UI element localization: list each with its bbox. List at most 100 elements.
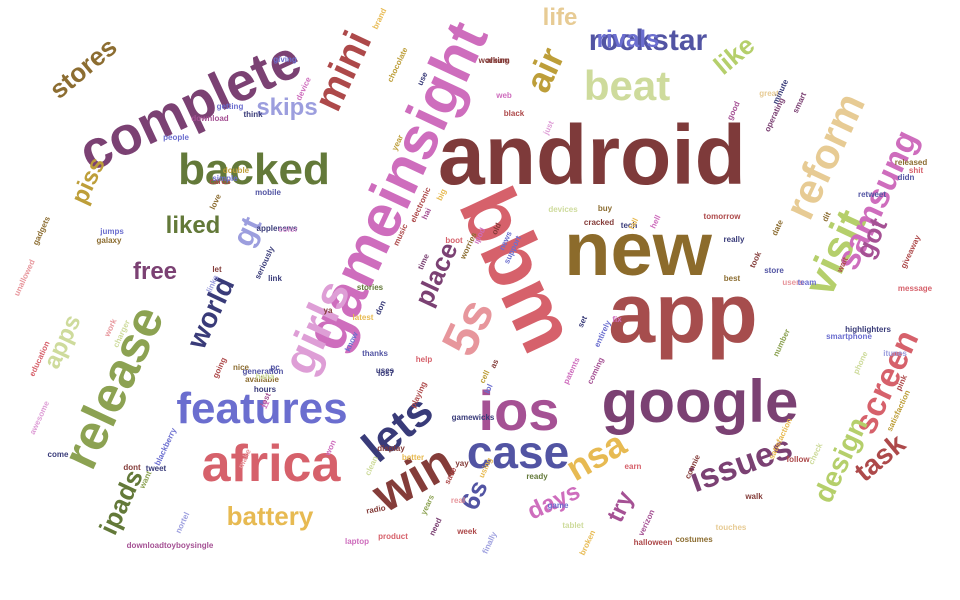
word-120: best xyxy=(723,274,741,283)
word-160: as xyxy=(488,357,501,370)
word-22: rockstar xyxy=(588,24,708,57)
word-112: retweet xyxy=(857,190,887,199)
word-162: real xyxy=(450,496,466,505)
word-82: tweet xyxy=(145,464,167,473)
word-48: costumes xyxy=(675,535,713,544)
word-105: ready xyxy=(526,472,548,481)
word-130: come xyxy=(47,450,69,459)
word-157: ios7 xyxy=(377,369,395,378)
word-29: battery xyxy=(226,501,314,531)
word-147: earn xyxy=(624,462,642,471)
word-78: people xyxy=(163,133,189,142)
word-104: color xyxy=(278,225,298,234)
word-113: smart xyxy=(790,91,809,115)
word-38: rivals xyxy=(596,26,660,53)
word-44: free xyxy=(132,258,178,285)
word-62: chocolate xyxy=(385,45,410,84)
word-116: users xyxy=(782,278,804,287)
word-81: nortel xyxy=(173,510,192,535)
word-54: laptop xyxy=(345,537,369,546)
word-117: team xyxy=(797,278,817,287)
word-88: available xyxy=(245,375,279,384)
word-50: tablet xyxy=(562,521,584,530)
word-96: verizon xyxy=(636,508,657,538)
word-87: generation xyxy=(242,367,284,376)
word-155: walk xyxy=(745,492,763,501)
word-80: blackberry xyxy=(152,426,179,468)
word-20: beat xyxy=(583,62,671,109)
word-73: cracked xyxy=(583,218,615,227)
word-58: awesome xyxy=(27,399,52,437)
word-165: boot xyxy=(445,236,463,245)
word-83: display xyxy=(377,444,405,453)
word-101: galaxy xyxy=(96,236,122,245)
word-67: message xyxy=(897,284,933,293)
word-77: download xyxy=(191,114,229,123)
word-41: piss xyxy=(66,153,111,209)
word-139: uses xyxy=(375,366,395,375)
word-49: touches xyxy=(715,523,747,532)
word-52: week xyxy=(457,527,477,536)
word-114: great xyxy=(759,89,779,98)
word-97: working xyxy=(478,56,510,65)
word-102: jumps xyxy=(100,227,124,236)
word-19: mini xyxy=(305,24,381,118)
word-2: new xyxy=(564,207,712,292)
word-127: simple xyxy=(212,174,238,183)
word-136: hours xyxy=(253,385,277,394)
word-65: smartphone xyxy=(826,332,872,341)
word-109: follow xyxy=(786,455,810,464)
word-145: fix xyxy=(612,315,622,324)
word-1: app xyxy=(608,266,758,360)
word-158: pc xyxy=(270,363,280,372)
word-179: black xyxy=(503,109,525,118)
word-69: released xyxy=(894,158,928,167)
word-4: ios xyxy=(478,379,560,442)
word-64: itunes xyxy=(883,349,907,358)
word-55: radio xyxy=(365,503,387,516)
word-186: let xyxy=(212,265,222,274)
word-100: think xyxy=(243,110,263,119)
word-53: product xyxy=(378,532,408,541)
word-128: love xyxy=(208,192,224,211)
word-51: finally xyxy=(480,530,499,556)
word-143: yay xyxy=(455,459,469,468)
word-3: google xyxy=(601,368,799,435)
word-8: africa xyxy=(201,435,341,493)
word-150: better xyxy=(401,453,425,462)
word-39: life xyxy=(542,4,578,31)
word-86: patents xyxy=(561,355,582,386)
word-184: shit xyxy=(908,166,924,175)
word-181: ya xyxy=(323,306,333,315)
word-13: case xyxy=(466,426,570,478)
word-153: need xyxy=(427,516,444,538)
word-99: double xyxy=(222,166,250,175)
word-173: buy xyxy=(597,204,613,213)
word-40: stores xyxy=(43,31,123,105)
word-63: album xyxy=(486,56,510,65)
word-56: downloadtoyboysingle xyxy=(126,541,214,550)
word-30: ipads xyxy=(93,464,149,540)
word-188: haha xyxy=(255,372,275,381)
word-168: web xyxy=(496,91,512,100)
word-189: hai xyxy=(420,206,434,221)
word-72: tomorrow xyxy=(703,212,741,221)
word-103: applenews xyxy=(256,224,298,233)
word-66: highlighters xyxy=(845,325,891,334)
word-134: going xyxy=(210,356,229,380)
word-60: unallowed xyxy=(12,258,37,298)
word-68: giveaway xyxy=(898,233,923,270)
word-121: took xyxy=(747,250,764,270)
word-119: really xyxy=(723,235,745,244)
word-37: like xyxy=(707,29,761,81)
word-185: link xyxy=(268,274,282,283)
word-135: nice xyxy=(232,363,250,372)
word-126: cards xyxy=(209,177,231,186)
word-79: mobile xyxy=(255,188,281,197)
word-84: stories xyxy=(356,283,384,292)
word-111: number xyxy=(771,327,792,358)
word-183: didn xyxy=(897,173,915,182)
word-176: giving xyxy=(273,55,297,64)
word-61: brand xyxy=(370,6,389,31)
